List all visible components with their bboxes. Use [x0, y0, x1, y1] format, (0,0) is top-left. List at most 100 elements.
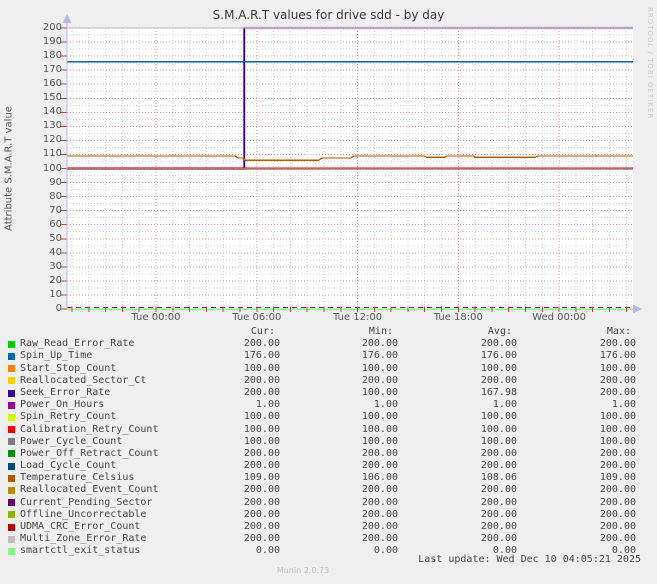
legend-value-max: 200.00 — [599, 521, 636, 532]
legend-value-cur: 200.00 — [243, 338, 280, 350]
y-tick-label: 0 — [55, 303, 62, 314]
legend-swatch-cell — [8, 462, 20, 470]
legend-label: Power_On_Hours — [20, 399, 105, 411]
legend-value-avg: 108.06 — [480, 472, 517, 484]
legend-row: Spin_Retry_Count 100.00 100.00 100.00 100.00 — [0, 411, 657, 423]
legend-swatch-cell — [8, 474, 20, 482]
legend-swatch-cell — [8, 365, 20, 373]
legend-value-max: 1.00 — [611, 399, 636, 411]
y-tick-label: 200 — [42, 22, 62, 33]
legend-value-min: 200.00 — [361, 460, 398, 472]
legend-value-max: 200.00 — [599, 508, 636, 520]
legend-value-min: 0.00 — [373, 545, 398, 557]
legend-label: Calibration_Retry_Count — [20, 423, 159, 435]
legend-swatch-cell — [8, 413, 20, 421]
y-tick-label: 20 — [49, 274, 62, 286]
chart-title: S.M.A.R.T values for drive sdd - by day — [212, 8, 445, 22]
y-tick-label: 100 — [42, 162, 62, 174]
x-tick-label: Tue 12:00 — [333, 312, 383, 323]
legend-label: Reallocated_Event_Count — [20, 484, 159, 496]
legend-swatch-icon — [8, 450, 15, 458]
legend-value-min: 200.00 — [361, 521, 398, 532]
legend-swatch-icon — [8, 474, 15, 482]
legend-value-max: 176.00 — [599, 350, 636, 362]
legend-swatch-cell — [8, 535, 20, 543]
legend-column-header: Max: — [606, 326, 631, 337]
legend-label: Power_Off_Retract_Count — [20, 447, 159, 459]
legend-value-avg: 100.00 — [480, 411, 517, 423]
series-line-temperature_celsius — [67, 155, 633, 161]
legend-swatch-icon — [8, 487, 15, 495]
legend-value-min: 100.00 — [361, 435, 398, 447]
legend-value-cur: 100.00 — [243, 411, 280, 423]
legend-value-min: 100.00 — [361, 362, 398, 374]
legend-swatch-icon — [8, 377, 15, 385]
legend-label: UDMA_CRC_Error_Count — [20, 521, 141, 532]
y-tick-label: 180 — [42, 50, 62, 62]
legend-value-max: 200.00 — [599, 374, 636, 386]
legend-value-avg: 200.00 — [480, 374, 517, 386]
legend-label: Offline_Uncorrectable — [20, 508, 147, 520]
x-tick-label: Tue 00:00 — [131, 312, 181, 323]
legend-row: Reallocated_Sector_Ct 200.00 200.00 200.00 2… — [0, 375, 657, 387]
legend-value-min: 100.00 — [361, 423, 398, 435]
legend-swatch-icon — [8, 511, 15, 519]
legend-row: Start_Stop_Count 100.00 100.00 100.00 100.00 — [0, 363, 657, 375]
y-tick-label: 110 — [42, 148, 62, 160]
legend-swatch-cell — [8, 340, 20, 348]
legend-row: Offline_Uncorrectable 200.00 200.00 200.00 2… — [0, 509, 657, 521]
legend-label: Spin_Retry_Count — [20, 411, 117, 423]
y-axis-arrow-icon — [62, 14, 72, 23]
y-tick-label: 120 — [42, 134, 62, 146]
y-tick-label: 50 — [49, 232, 62, 244]
x-tick-label: Wed 00:00 — [532, 312, 586, 323]
legend-swatch-cell — [8, 450, 20, 458]
legend-value-avg: 200.00 — [480, 508, 517, 520]
legend-row: Raw_Read_Error_Rate 200.00 200.00 200.00 200… — [0, 338, 657, 350]
y-tick-label: 160 — [42, 78, 62, 90]
legend-row: Load_Cycle_Count 200.00 200.00 200.00 200.00 — [0, 460, 657, 472]
legend-swatch-icon — [8, 523, 15, 531]
legend-value-avg: 200.00 — [480, 460, 517, 472]
legend-value-cur: 200.00 — [243, 484, 280, 496]
legend-label: Start_Stop_Count — [20, 362, 117, 374]
legend-label: Spin_Up_Time — [20, 350, 93, 362]
legend-value-min: 200.00 — [361, 338, 398, 350]
legend-value-min: 200.00 — [361, 508, 398, 520]
x-axis-arrow-icon — [633, 304, 642, 314]
x-tick-label: Tue 18:00 — [433, 312, 483, 323]
legend-header-row: Cur: Min: Avg: Max: — [0, 326, 657, 338]
legend-value-cur: 200.00 — [243, 386, 280, 398]
legend-value-avg: 0.00 — [492, 545, 517, 557]
legend-value-avg: 200.00 — [480, 484, 517, 496]
legend-row: Seek_Error_Rate 200.00 100.00 167.98 200.00 — [0, 387, 657, 399]
y-tick-label: 150 — [42, 92, 62, 104]
legend-swatch-cell — [8, 438, 20, 446]
legend-swatch-icon — [8, 547, 15, 555]
legend-value-max: 100.00 — [599, 411, 636, 423]
legend-value-cur: 200.00 — [243, 447, 280, 459]
legend-value-cur: 100.00 — [243, 435, 280, 447]
munin-version: Munin 2.0.73 — [276, 566, 330, 575]
legend-value-avg: 1.00 — [492, 399, 517, 411]
legend-value-max: 200.00 — [599, 460, 636, 472]
legend-row: Temperature_Celsius 109.00 106.00 108.06 109… — [0, 472, 657, 484]
legend-value-cur: 176.00 — [243, 350, 280, 362]
legend-column-header: Min: — [368, 326, 393, 337]
legend-value-min: 200.00 — [361, 533, 398, 545]
legend-value-max: 200.00 — [599, 386, 636, 398]
legend-label: Load_Cycle_Count — [20, 460, 117, 472]
legend-label: Current_Pending_Sector — [20, 496, 153, 508]
y-tick-label: 80 — [49, 190, 62, 202]
chart-plot-area — [60, 14, 642, 314]
legend-value-cur: 200.00 — [243, 496, 280, 508]
legend-value-min: 100.00 — [361, 386, 398, 398]
y-tick-label: 170 — [42, 64, 62, 76]
legend-value-avg: 200.00 — [480, 496, 517, 508]
legend-row: Power_Off_Retract_Count 200.00 200.00 200.0… — [0, 448, 657, 460]
legend-swatch-icon — [8, 499, 15, 507]
legend-label: Reallocated_Sector_Ct — [20, 374, 147, 386]
legend-value-avg: 200.00 — [480, 447, 517, 459]
legend-value-min: 200.00 — [361, 484, 398, 496]
legend-value-max: 200.00 — [599, 496, 636, 508]
